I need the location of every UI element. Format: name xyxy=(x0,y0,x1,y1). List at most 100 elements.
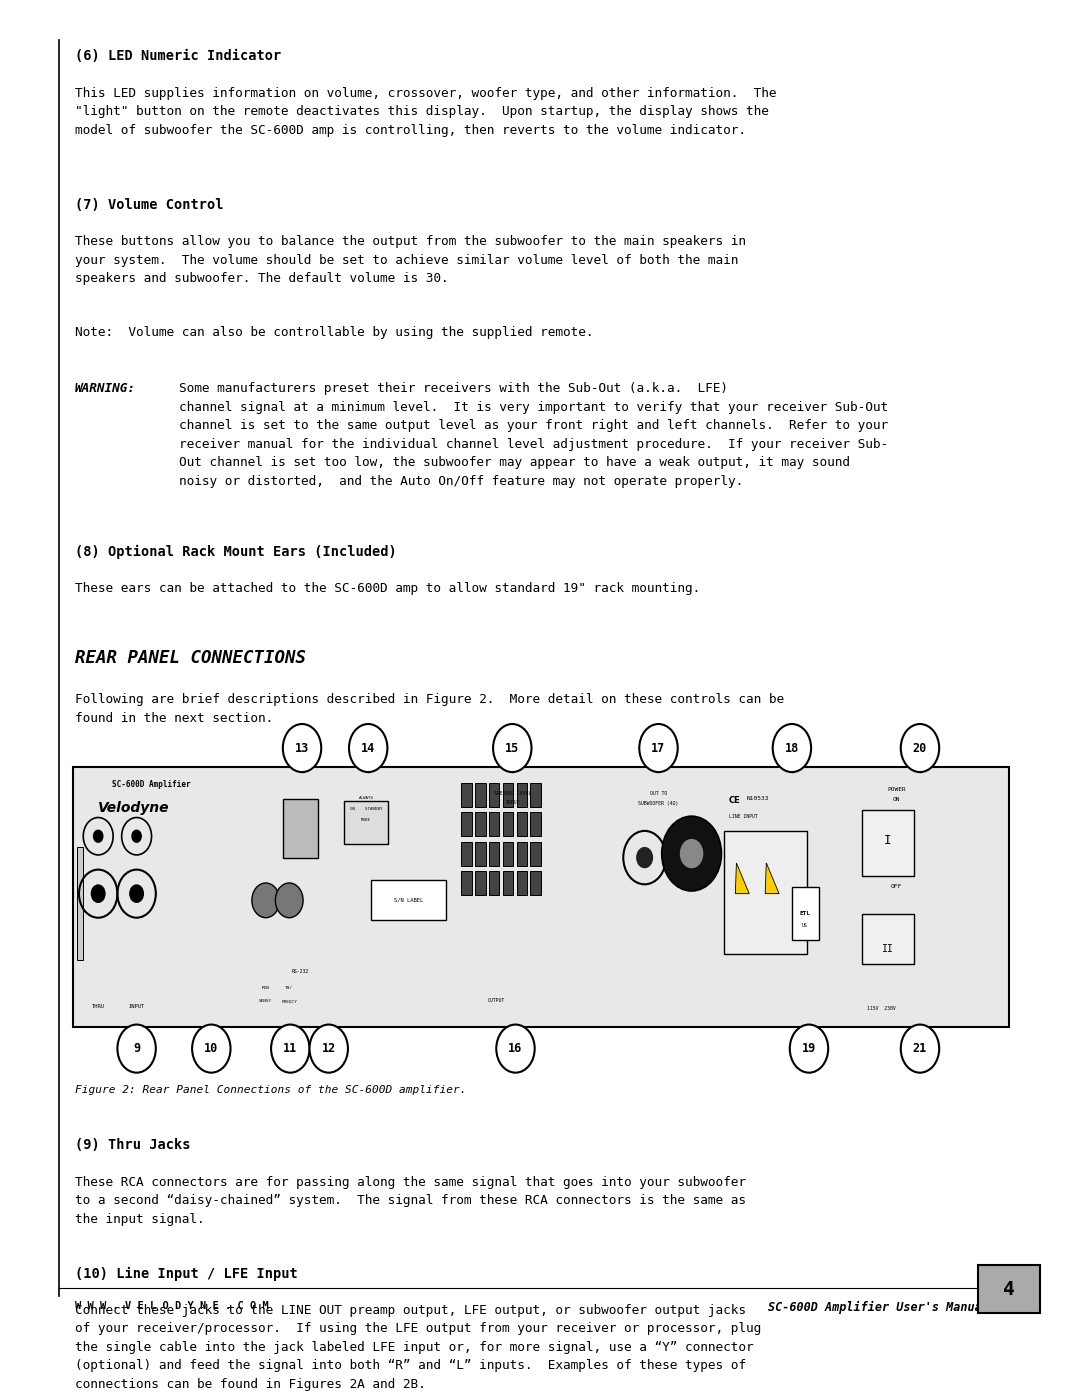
FancyBboxPatch shape xyxy=(502,782,513,807)
FancyBboxPatch shape xyxy=(516,782,527,807)
Text: 17: 17 xyxy=(651,742,665,754)
Circle shape xyxy=(91,884,106,902)
Text: ETL: ETL xyxy=(799,911,810,916)
Circle shape xyxy=(310,1024,348,1073)
Text: US: US xyxy=(801,923,808,928)
Circle shape xyxy=(130,884,144,902)
Text: MODE: MODE xyxy=(361,817,372,821)
FancyBboxPatch shape xyxy=(516,870,527,895)
Text: ALWAYS: ALWAYS xyxy=(359,796,374,800)
Text: INPUT: INPUT xyxy=(129,1003,145,1009)
Text: INPUT: INPUT xyxy=(505,800,519,805)
FancyBboxPatch shape xyxy=(530,870,541,895)
Text: LINE INPUT: LINE INPUT xyxy=(729,813,758,819)
Text: W W W . V E L O D Y N E . C O M: W W W . V E L O D Y N E . C O M xyxy=(75,1301,269,1312)
Text: Some manufacturers preset their receivers with the Sub-Out (a.k.a.  LFE)
channel: Some manufacturers preset their receiver… xyxy=(179,381,889,488)
Circle shape xyxy=(283,724,321,773)
Circle shape xyxy=(271,1024,310,1073)
Text: OFF: OFF xyxy=(891,884,902,890)
Text: REAR PANEL CONNECTIONS: REAR PANEL CONNECTIONS xyxy=(75,650,306,668)
Text: S/N LABEL: S/N LABEL xyxy=(394,898,423,902)
Text: N10533: N10533 xyxy=(747,796,770,800)
Text: OUTPUT: OUTPUT xyxy=(488,999,505,1003)
Text: CE: CE xyxy=(729,796,741,805)
FancyBboxPatch shape xyxy=(530,841,541,866)
Text: 20: 20 xyxy=(913,742,927,754)
Text: (6) LED Numeric Indicator: (6) LED Numeric Indicator xyxy=(75,49,281,63)
Circle shape xyxy=(252,883,280,918)
FancyBboxPatch shape xyxy=(461,812,472,837)
FancyBboxPatch shape xyxy=(977,1266,1040,1313)
Text: Note:  Volume can also be controllable by using the supplied remote.: Note: Volume can also be controllable by… xyxy=(75,326,593,339)
Text: MIN: MIN xyxy=(261,986,270,990)
Text: (10) Line Input / LFE Input: (10) Line Input / LFE Input xyxy=(75,1266,297,1281)
Circle shape xyxy=(901,1024,940,1073)
Text: OUT TO: OUT TO xyxy=(650,791,667,796)
FancyBboxPatch shape xyxy=(72,767,1009,1027)
Text: 15: 15 xyxy=(505,742,519,754)
Circle shape xyxy=(772,724,811,773)
Text: 18: 18 xyxy=(785,742,799,754)
Circle shape xyxy=(132,830,141,842)
FancyBboxPatch shape xyxy=(489,870,499,895)
Text: II: II xyxy=(882,944,894,954)
Text: FREQCY: FREQCY xyxy=(282,999,297,1003)
FancyBboxPatch shape xyxy=(530,782,541,807)
Circle shape xyxy=(662,816,721,891)
Text: ON: ON xyxy=(893,798,901,802)
Text: This LED supplies information on volume, crossover, woofer type, and other infor: This LED supplies information on volume,… xyxy=(75,87,777,137)
Text: SPEAKER LEVEL: SPEAKER LEVEL xyxy=(494,791,531,796)
Polygon shape xyxy=(766,863,779,894)
Circle shape xyxy=(679,838,703,869)
FancyBboxPatch shape xyxy=(283,799,318,858)
Polygon shape xyxy=(735,863,750,894)
Circle shape xyxy=(192,1024,230,1073)
FancyBboxPatch shape xyxy=(862,809,914,876)
FancyBboxPatch shape xyxy=(862,914,914,964)
FancyBboxPatch shape xyxy=(502,870,513,895)
Text: Figure 2: Rear Panel Connections of the SC-600D amplifier.: Figure 2: Rear Panel Connections of the … xyxy=(75,1084,467,1095)
Text: ON    STANDBY: ON STANDBY xyxy=(350,807,382,810)
Text: (9) Thru Jacks: (9) Thru Jacks xyxy=(75,1139,190,1153)
FancyBboxPatch shape xyxy=(502,841,513,866)
Text: 9: 9 xyxy=(133,1042,140,1055)
FancyBboxPatch shape xyxy=(489,812,499,837)
FancyBboxPatch shape xyxy=(475,812,486,837)
Text: (8) Optional Rack Mount Ears (Included): (8) Optional Rack Mount Ears (Included) xyxy=(75,545,396,559)
FancyBboxPatch shape xyxy=(475,870,486,895)
FancyBboxPatch shape xyxy=(475,782,486,807)
Circle shape xyxy=(901,724,940,773)
Circle shape xyxy=(93,830,104,842)
Circle shape xyxy=(118,1024,156,1073)
FancyBboxPatch shape xyxy=(461,841,472,866)
Circle shape xyxy=(789,1024,828,1073)
Text: 115V  230V: 115V 230V xyxy=(867,1006,896,1011)
Text: 13: 13 xyxy=(295,742,309,754)
FancyBboxPatch shape xyxy=(77,847,83,961)
FancyBboxPatch shape xyxy=(461,870,472,895)
Text: 21: 21 xyxy=(913,1042,927,1055)
Text: POWER: POWER xyxy=(887,787,906,792)
Text: 14: 14 xyxy=(361,742,376,754)
Text: These buttons allow you to balance the output from the subwoofer to the main spe: These buttons allow you to balance the o… xyxy=(75,235,745,285)
Text: These RCA connectors are for passing along the same signal that goes into your s: These RCA connectors are for passing alo… xyxy=(75,1175,745,1225)
Text: 11: 11 xyxy=(283,1042,297,1055)
Text: Velodyne: Velodyne xyxy=(98,802,170,816)
Text: I: I xyxy=(885,834,892,847)
Circle shape xyxy=(497,1024,535,1073)
Circle shape xyxy=(349,724,388,773)
Text: 4: 4 xyxy=(1002,1280,1014,1299)
FancyBboxPatch shape xyxy=(516,841,527,866)
FancyBboxPatch shape xyxy=(502,812,513,837)
Text: THRU: THRU xyxy=(92,1003,105,1009)
FancyBboxPatch shape xyxy=(516,812,527,837)
Text: 10: 10 xyxy=(204,1042,218,1055)
FancyBboxPatch shape xyxy=(724,831,807,954)
FancyBboxPatch shape xyxy=(343,802,389,844)
Circle shape xyxy=(636,847,653,869)
Text: Following are brief descriptions described in Figure 2.  More detail on these co: Following are brief descriptions describ… xyxy=(75,693,784,725)
Text: SENSY: SENSY xyxy=(259,999,272,1003)
Circle shape xyxy=(494,724,531,773)
Text: SC-600D Amplifier: SC-600D Amplifier xyxy=(112,780,191,789)
Text: 12: 12 xyxy=(322,1042,336,1055)
